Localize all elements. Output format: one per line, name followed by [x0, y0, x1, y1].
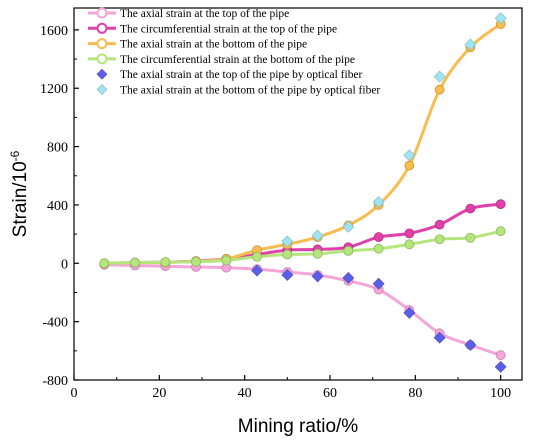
legend-marker: [96, 7, 108, 19]
series-0: [99, 259, 506, 361]
x-axis-title: Mining ratio/%: [238, 416, 358, 437]
data-point: [403, 306, 416, 319]
data-point: [464, 38, 477, 51]
data-point: [191, 256, 201, 267]
data-point: [495, 350, 506, 361]
y-axis-title: Strain/10-6: [8, 150, 31, 237]
series-3: [99, 226, 506, 269]
data-point: [342, 220, 355, 233]
data-point: [373, 243, 384, 254]
plot-frame: [73, 7, 523, 381]
series-1: [99, 199, 506, 269]
data-point: [465, 232, 476, 243]
series-4: [251, 264, 507, 373]
data-point: [130, 257, 140, 268]
data-point: [282, 249, 293, 260]
y-tick-label: 0: [61, 257, 68, 272]
data-point: [372, 277, 385, 290]
y-tick-label: 1200: [40, 82, 68, 97]
legend-label: The circumferential strain at the bottom…: [120, 54, 355, 66]
data-point: [434, 219, 445, 230]
x-tick-label: 80: [408, 386, 422, 401]
data-point: [251, 264, 263, 277]
legend-item: The axial strain at the bottom of the pi…: [88, 38, 307, 51]
data-point: [99, 258, 110, 269]
legend-label: The axial strain at the top of the pipe …: [120, 69, 363, 81]
x-tick-label: 0: [71, 386, 78, 401]
legend: The axial strain at the top of the pipe T…: [88, 7, 380, 97]
x-tick-label: 100: [490, 386, 511, 401]
data-point: [372, 196, 385, 208]
legend-marker: [96, 68, 108, 80]
data-point: [312, 248, 323, 259]
data-point: [404, 160, 415, 171]
series-5: [281, 12, 507, 248]
legend-label: The axial strain at the top of the pipe: [120, 8, 289, 20]
data-point: [404, 239, 415, 250]
data-point: [433, 70, 446, 83]
legend-label: The circumferential strain at the top of…: [120, 23, 337, 35]
x-tick-label: 40: [238, 386, 252, 401]
legend-label: The axial strain at the bottom of the pi…: [120, 85, 380, 97]
x-tick-label: 20: [152, 386, 166, 401]
data-point: [373, 232, 384, 242]
data-point: [342, 271, 355, 284]
data-point: [464, 339, 477, 351]
data-point: [404, 228, 415, 239]
data-point: [160, 257, 171, 268]
data-point: [433, 331, 446, 344]
legend-marker: [96, 84, 108, 95]
data-point: [434, 234, 445, 245]
y-tick-label: -400: [42, 316, 68, 331]
legend-item: The axial strain at the bottom of the pi…: [96, 84, 380, 97]
legend-item: The axial strain at the top of the pipe …: [96, 68, 363, 81]
legend-marker: [96, 22, 108, 34]
data-point: [465, 203, 476, 214]
legend-marker: [96, 53, 108, 65]
legend-item: The circumferential strain at the bottom…: [88, 53, 355, 66]
data-point: [494, 12, 507, 25]
x-tick-label: 60: [323, 386, 337, 401]
data-point: [281, 235, 294, 248]
data-point: [343, 245, 354, 256]
y-tick-label: -800: [42, 374, 68, 389]
data-point: [403, 149, 416, 162]
data-point: [252, 251, 262, 262]
plot-area: [99, 12, 507, 373]
data-point: [434, 84, 445, 95]
y-axis-title-superscript: -6: [8, 150, 22, 161]
y-axis-title-base: Strain/10: [10, 161, 31, 237]
data-point: [494, 360, 507, 373]
data-point: [495, 199, 506, 210]
legend-marker: [96, 38, 108, 50]
legend-item: The circumferential strain at the top of…: [88, 22, 337, 35]
legend-label: The axial strain at the bottom of the pi…: [120, 39, 307, 51]
data-point: [221, 255, 232, 266]
data-point: [495, 226, 506, 237]
y-tick-label: 800: [47, 141, 68, 156]
data-point: [311, 270, 324, 283]
axes: 0 20 40 60 80 100 -800 -400 0 400 800 1200 1600: [40, 7, 523, 401]
y-tick-label: 1600: [40, 24, 68, 39]
data-point: [311, 229, 324, 242]
y-tick-label: 400: [47, 199, 68, 214]
legend-item: The axial strain at the top of the pipe: [88, 7, 289, 20]
data-point: [281, 269, 294, 281]
